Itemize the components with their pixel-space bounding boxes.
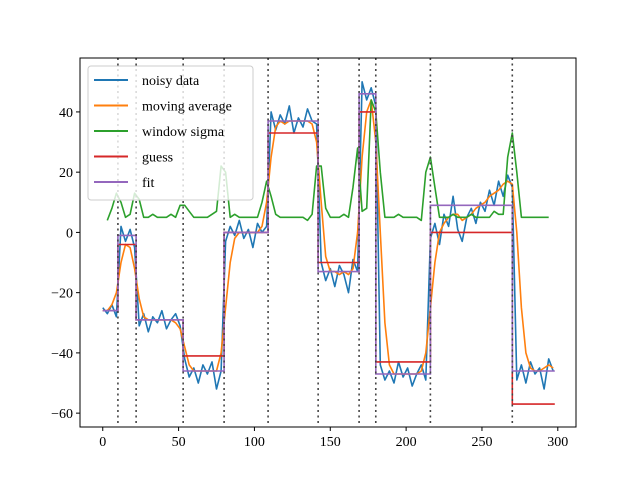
series-line-moving-average [102,99,554,375]
series-line-window-sigma [106,99,549,222]
axes-frame [79,57,577,428]
y-tick-label: −60 [51,407,73,422]
x-tick-label: 50 [172,435,186,450]
axis-ticks: 0 50 100 150 200 250 300 −60 −40 −20 0 20 40 [51,106,568,450]
legend: noisy data moving average window sigma gues… [87,65,254,201]
x-tick-label: 100 [244,435,265,450]
x-tick-label: 0 [99,435,106,450]
legend-label: window sigma [142,125,225,140]
x-tick-label: 200 [396,435,417,450]
y-tick-label: 0 [66,226,73,241]
y-tick-label: −20 [51,287,73,302]
legend-label: guess [142,151,173,166]
legend-label: noisy data [142,74,200,89]
legend-label: moving average [142,100,232,115]
x-tick-label: 250 [471,435,492,450]
y-tick-label: 20 [59,166,73,181]
x-tick-label: 300 [547,435,568,450]
x-tick-label: 150 [320,435,341,450]
y-tick-label: 40 [59,106,73,121]
y-tick-label: −40 [51,347,73,362]
legend-box [87,65,254,201]
legend-label: fit [142,176,155,191]
